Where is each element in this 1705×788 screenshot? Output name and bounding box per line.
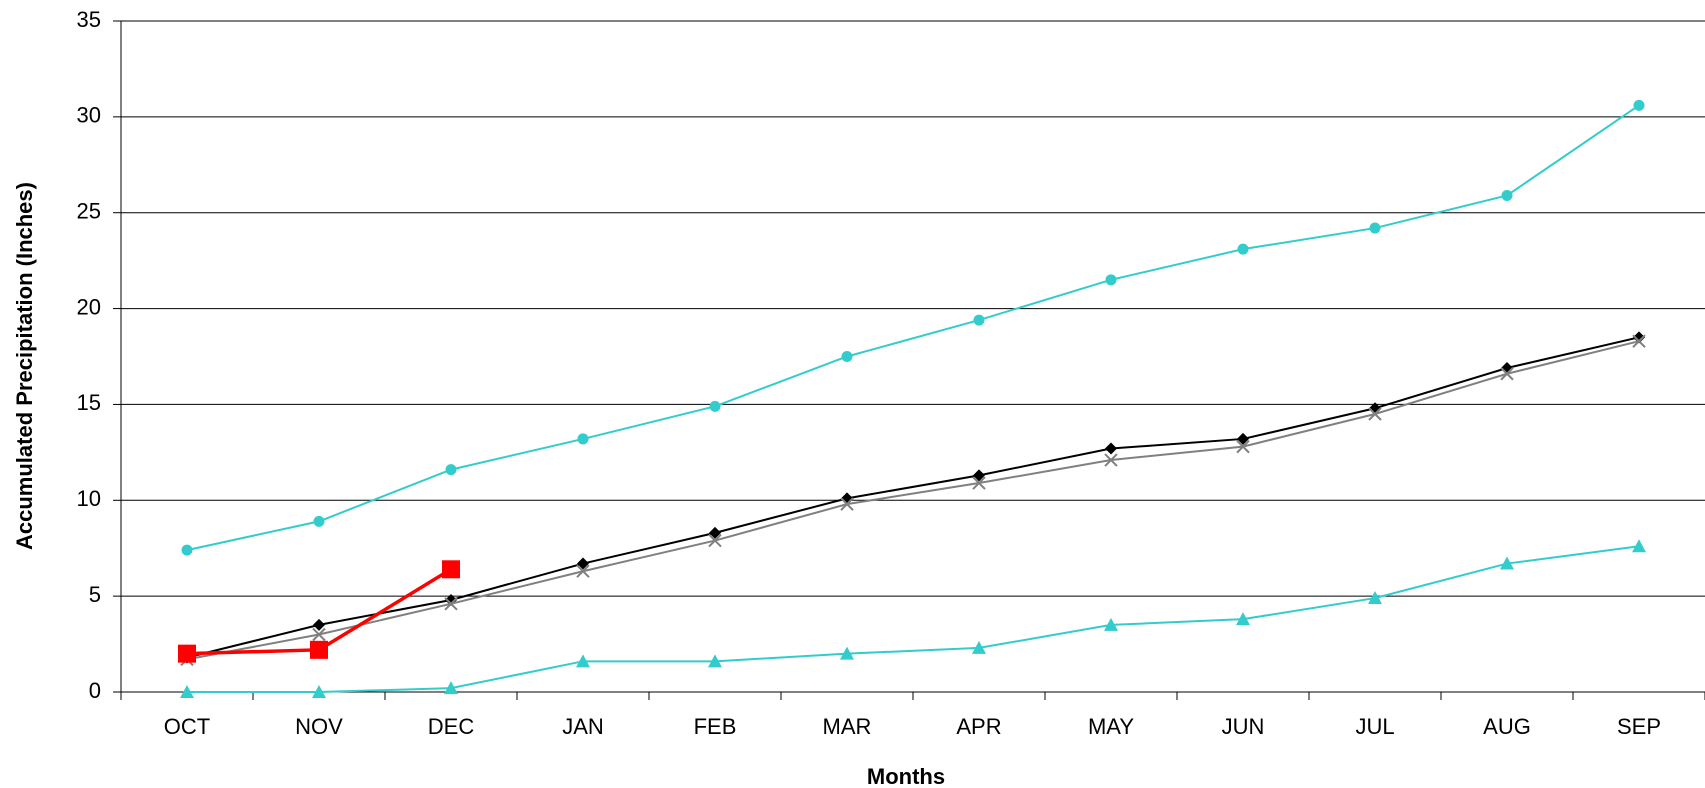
- marker: [973, 469, 985, 482]
- x-tick-label: MAY: [1088, 714, 1134, 739]
- y-tick-label: 35: [77, 7, 101, 32]
- marker: [1633, 331, 1645, 344]
- x-tick-label: JUN: [1222, 714, 1265, 739]
- x-tick-label: MAR: [823, 714, 872, 739]
- marker: [178, 644, 196, 663]
- y-tick-label: 10: [77, 486, 101, 511]
- series-line: [186, 340, 1640, 661]
- marker: [973, 314, 985, 326]
- marker: [1633, 99, 1645, 111]
- marker: [709, 400, 721, 412]
- x-tick-label: NOV: [295, 714, 343, 739]
- x-tick-label: OCT: [164, 714, 210, 739]
- marker: [1236, 612, 1250, 626]
- marker: [310, 640, 328, 659]
- x-tick-label: JUL: [1355, 714, 1394, 739]
- y-tick-label: 5: [89, 582, 101, 607]
- marker: [444, 597, 458, 611]
- x-tick-label: AUG: [1483, 714, 1531, 739]
- marker: [576, 654, 590, 668]
- x-axis-title: Months: [867, 764, 945, 788]
- marker: [312, 685, 326, 698]
- marker: [841, 351, 853, 362]
- marker: [1104, 453, 1118, 467]
- marker: [708, 533, 722, 548]
- marker: [181, 544, 193, 556]
- marker: [1236, 439, 1250, 454]
- marker: [313, 515, 325, 527]
- marker: [1632, 539, 1646, 553]
- marker: [1500, 556, 1514, 570]
- marker: [972, 476, 986, 490]
- marker: [576, 564, 590, 578]
- marker: [1369, 222, 1381, 234]
- y-tick-label: 0: [89, 678, 101, 703]
- marker: [1104, 617, 1118, 631]
- x-tick-label: APR: [956, 714, 1001, 739]
- y-tick-label: 20: [77, 294, 101, 319]
- series-line: [186, 104, 1640, 552]
- y-tick-label: 15: [77, 390, 101, 415]
- marker: [442, 560, 460, 579]
- marker: [840, 646, 854, 660]
- x-tick-label: DEC: [428, 714, 475, 739]
- marker: [312, 627, 326, 642]
- marker: [1368, 591, 1382, 605]
- marker: [1501, 189, 1513, 201]
- marker: [708, 654, 722, 668]
- marker: [313, 618, 325, 631]
- y-axis-title: Accumulated Precipitation (Inches): [12, 182, 37, 550]
- marker: [709, 526, 721, 539]
- marker: [1500, 367, 1514, 381]
- marker: [1105, 274, 1117, 286]
- series-line: [186, 336, 1640, 659]
- marker: [577, 557, 589, 570]
- marker: [1368, 407, 1382, 421]
- marker: [444, 681, 458, 695]
- y-tick-label: 30: [77, 103, 101, 128]
- marker: [972, 640, 986, 654]
- marker: [180, 685, 194, 698]
- marker: [1237, 432, 1249, 445]
- marker: [445, 464, 457, 476]
- x-tick-label: SEP: [1617, 714, 1661, 739]
- marker: [1237, 243, 1249, 255]
- marker: [840, 497, 854, 511]
- y-tick-label: 25: [77, 199, 101, 224]
- marker: [577, 433, 589, 445]
- x-tick-label: JAN: [562, 714, 604, 739]
- marker: [1632, 334, 1646, 348]
- x-tick-label: FEB: [694, 714, 737, 739]
- series-line: [187, 545, 1640, 693]
- marker: [1105, 442, 1117, 455]
